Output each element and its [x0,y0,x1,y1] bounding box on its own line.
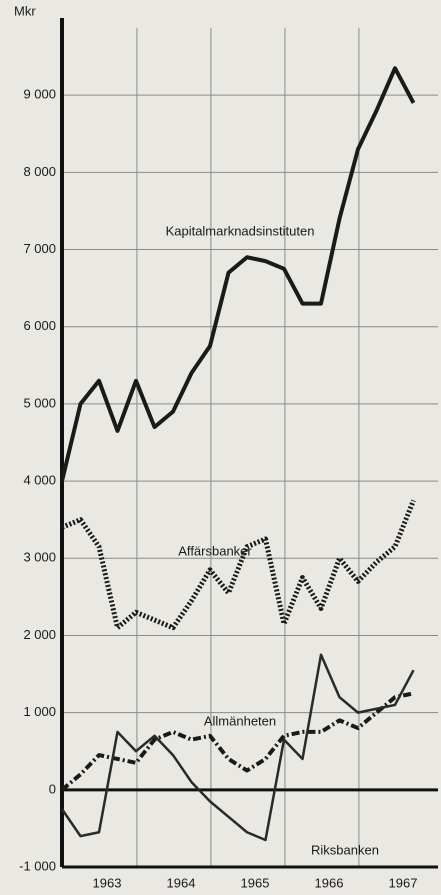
y-tick-label: 5 000 [23,395,56,410]
y-tick-label: 8 000 [23,164,56,179]
series-label: Kapitalmarknadsinstituten [166,223,315,238]
x-tick-label: 1966 [315,875,344,890]
x-tick-label: 1964 [167,875,196,890]
y-tick-label: 0 [49,781,56,796]
y-unit-label: Mkr [14,3,36,18]
series-line [61,499,416,631]
y-tick-label: -1 000 [19,858,56,873]
y-tick-label: 9 000 [23,87,56,102]
series-label: Allmänheten [204,713,276,728]
x-tick-label: 1967 [389,875,418,890]
series-line [60,653,415,842]
y-tick-label: 4 000 [23,473,56,488]
y-tick-label: 6 000 [23,318,56,333]
series-label: Riksbanken [311,842,379,857]
series-line [60,691,414,792]
x-tick-label: 1965 [241,875,270,890]
x-tick-label: 1963 [93,875,122,890]
y-tick-label: 7 000 [23,241,56,256]
series-label: Affärsbanker [178,543,252,558]
y-tick-label: 2 000 [23,627,56,642]
y-tick-label: 3 000 [23,550,56,565]
series-line [60,66,416,482]
y-tick-label: 1 000 [23,704,56,719]
